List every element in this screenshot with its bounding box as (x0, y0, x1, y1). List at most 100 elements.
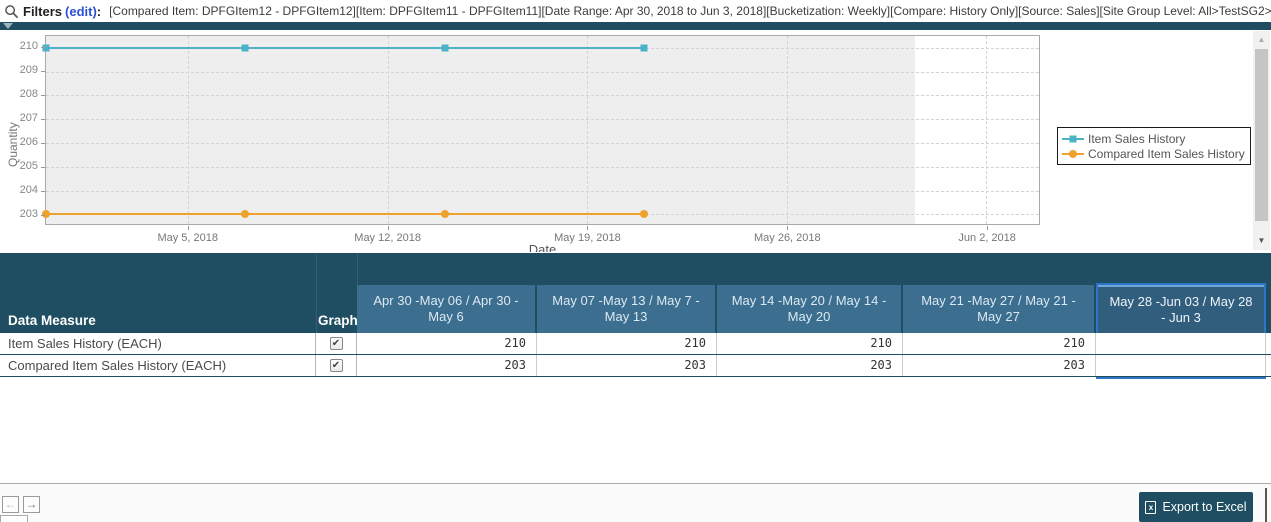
y-tick-label: 209 (19, 64, 38, 77)
x-gridline (188, 36, 190, 224)
data-point-marker (42, 210, 50, 219)
date-column-header[interactable]: May 07 -May 13 / May 7 - May 13 (537, 285, 715, 333)
data-table: Data Measure Graph Apr 30 -May 06 / Apr … (0, 253, 1271, 483)
panel-right-edge (1265, 488, 1267, 522)
legend-shape (1069, 135, 1077, 142)
filters-summary-text: [Compared Item: DPFGItem12 - DPFGItem12]… (109, 4, 1271, 18)
value-cell[interactable]: 210 (537, 333, 717, 354)
scroll-up-icon[interactable]: ▲ (1257, 35, 1266, 44)
y-tick-mark (41, 47, 45, 49)
table-rows: Item Sales History (EACH) ✔ 210 210 210 210 Co… (0, 333, 1271, 377)
y-tick-mark (41, 191, 45, 193)
series-line-circle (46, 213, 645, 216)
measure-cell: Compared Item Sales History (EACH) (0, 355, 316, 376)
x-tick-label: May 5, 2018 (157, 232, 219, 244)
bottom-toolbar: ← → x Export to Excel (0, 483, 1271, 522)
date-column-header[interactable]: Apr 30 -May 06 / Apr 30 - May 6 (357, 285, 535, 333)
data-point-marker (440, 210, 449, 219)
date-column-headers: Apr 30 -May 06 / Apr 30 - May 6 May 07 -M… (357, 283, 1266, 333)
graph-cell: ✔ (316, 355, 357, 376)
value-cell[interactable]: 203 (357, 355, 537, 376)
x-tick-mark (987, 226, 989, 230)
y-tick-label: 205 (19, 160, 38, 173)
legend-label: Item Sales History (1088, 131, 1186, 146)
scroll-down-icon[interactable]: ▼ (1257, 236, 1266, 245)
date-column-header[interactable]: May 21 -May 27 / May 21 - May 27 (903, 285, 1094, 333)
data-point-marker (42, 44, 50, 52)
value-cell[interactable] (1096, 355, 1266, 376)
x-gridline (587, 36, 589, 224)
value-cell[interactable]: 210 (903, 333, 1096, 354)
y-tick-label: 208 (19, 88, 38, 101)
y-gridline (46, 95, 1039, 97)
filters-colon: : (96, 3, 102, 19)
chart-vertical-scrollbar[interactable]: ▲ ▼ (1253, 31, 1270, 250)
export-to-excel-button[interactable]: x Export to Excel (1139, 492, 1253, 522)
y-gridline (46, 190, 1039, 192)
y-tick-label: 204 (19, 184, 38, 197)
series-line-square (46, 46, 645, 49)
value-cell[interactable]: 203 (903, 355, 1096, 376)
square-marker-icon (1062, 134, 1084, 144)
column-header-graph: Graph (318, 313, 358, 328)
legend-label: Compared Item Sales History (1088, 146, 1245, 161)
x-tick-label: May 26, 2018 (753, 232, 821, 244)
y-gridline (46, 71, 1039, 73)
y-tick-mark (41, 119, 45, 121)
column-header-data-measure: Data Measure (8, 313, 96, 328)
date-column-header[interactable]: May 14 -May 20 / May 14 - May 20 (717, 285, 901, 333)
filters-edit-link[interactable]: (edit) (65, 3, 97, 19)
graph-checkbox[interactable]: ✔ (329, 337, 343, 350)
data-point-marker (640, 44, 648, 52)
value-cell[interactable]: 203 (537, 355, 717, 376)
table-header: Data Measure Graph Apr 30 -May 06 / Apr … (0, 253, 1271, 333)
x-gridline (387, 36, 389, 224)
x-tick-mark (187, 226, 189, 230)
y-tick-label: 207 (19, 112, 38, 125)
chart-legend: Item Sales History Compared Item Sales Hi… (1057, 127, 1251, 165)
y-tick-label: 206 (19, 136, 38, 149)
filter-bar: Filters (edit) : [Compared Item: DPFGIte… (0, 0, 1271, 22)
x-tick-label: May 19, 2018 (554, 232, 621, 244)
scrollbar-corner (0, 515, 28, 522)
date-column-header-selected[interactable]: May 28 -Jun 03 / May 28 - Jun 3 (1096, 283, 1266, 333)
value-cell[interactable] (1096, 333, 1266, 354)
circle-marker-icon (1062, 149, 1084, 159)
data-point-marker (241, 210, 250, 219)
header-separator (316, 253, 317, 333)
panel-divider-bar[interactable] (0, 22, 1271, 30)
x-tick-label: May 12, 2018 (354, 232, 421, 244)
filters-label: Filters (23, 3, 63, 19)
value-cell[interactable]: 210 (357, 333, 537, 354)
previous-page-button[interactable]: ← (2, 496, 19, 513)
value-cell[interactable]: 203 (717, 355, 903, 376)
value-cell[interactable]: 210 (717, 333, 903, 354)
y-gridline (46, 166, 1039, 168)
scrollbar-thumb[interactable] (1255, 49, 1268, 221)
y-tick-mark (41, 215, 45, 217)
data-point-marker (241, 44, 249, 52)
next-page-button[interactable]: → (23, 496, 40, 513)
search-icon (5, 4, 19, 18)
x-tick-label: Jun 2, 2018 (958, 232, 1016, 244)
legend-item[interactable]: Item Sales History (1062, 131, 1245, 146)
export-button-label: Export to Excel (1162, 500, 1247, 514)
y-gridline (46, 119, 1039, 121)
data-point-marker (640, 210, 649, 219)
x-gridline (786, 36, 788, 224)
data-point-marker (441, 44, 449, 52)
graph-checkbox[interactable]: ✔ (329, 359, 343, 372)
x-tick-mark (787, 226, 789, 230)
x-gridline (986, 36, 988, 224)
collapse-arrow-icon[interactable] (3, 23, 13, 29)
y-tick-mark (41, 71, 45, 73)
y-gridline (46, 143, 1039, 145)
x-axis-title: Date (528, 242, 557, 252)
table-row: Compared Item Sales History (EACH) ✔ 203 20… (0, 355, 1271, 377)
excel-file-icon: x (1145, 500, 1157, 514)
y-tick-label: 203 (19, 208, 38, 221)
measure-cell: Item Sales History (EACH) (0, 333, 316, 354)
legend-item[interactable]: Compared Item Sales History (1062, 146, 1245, 161)
y-tick-mark (41, 167, 45, 169)
